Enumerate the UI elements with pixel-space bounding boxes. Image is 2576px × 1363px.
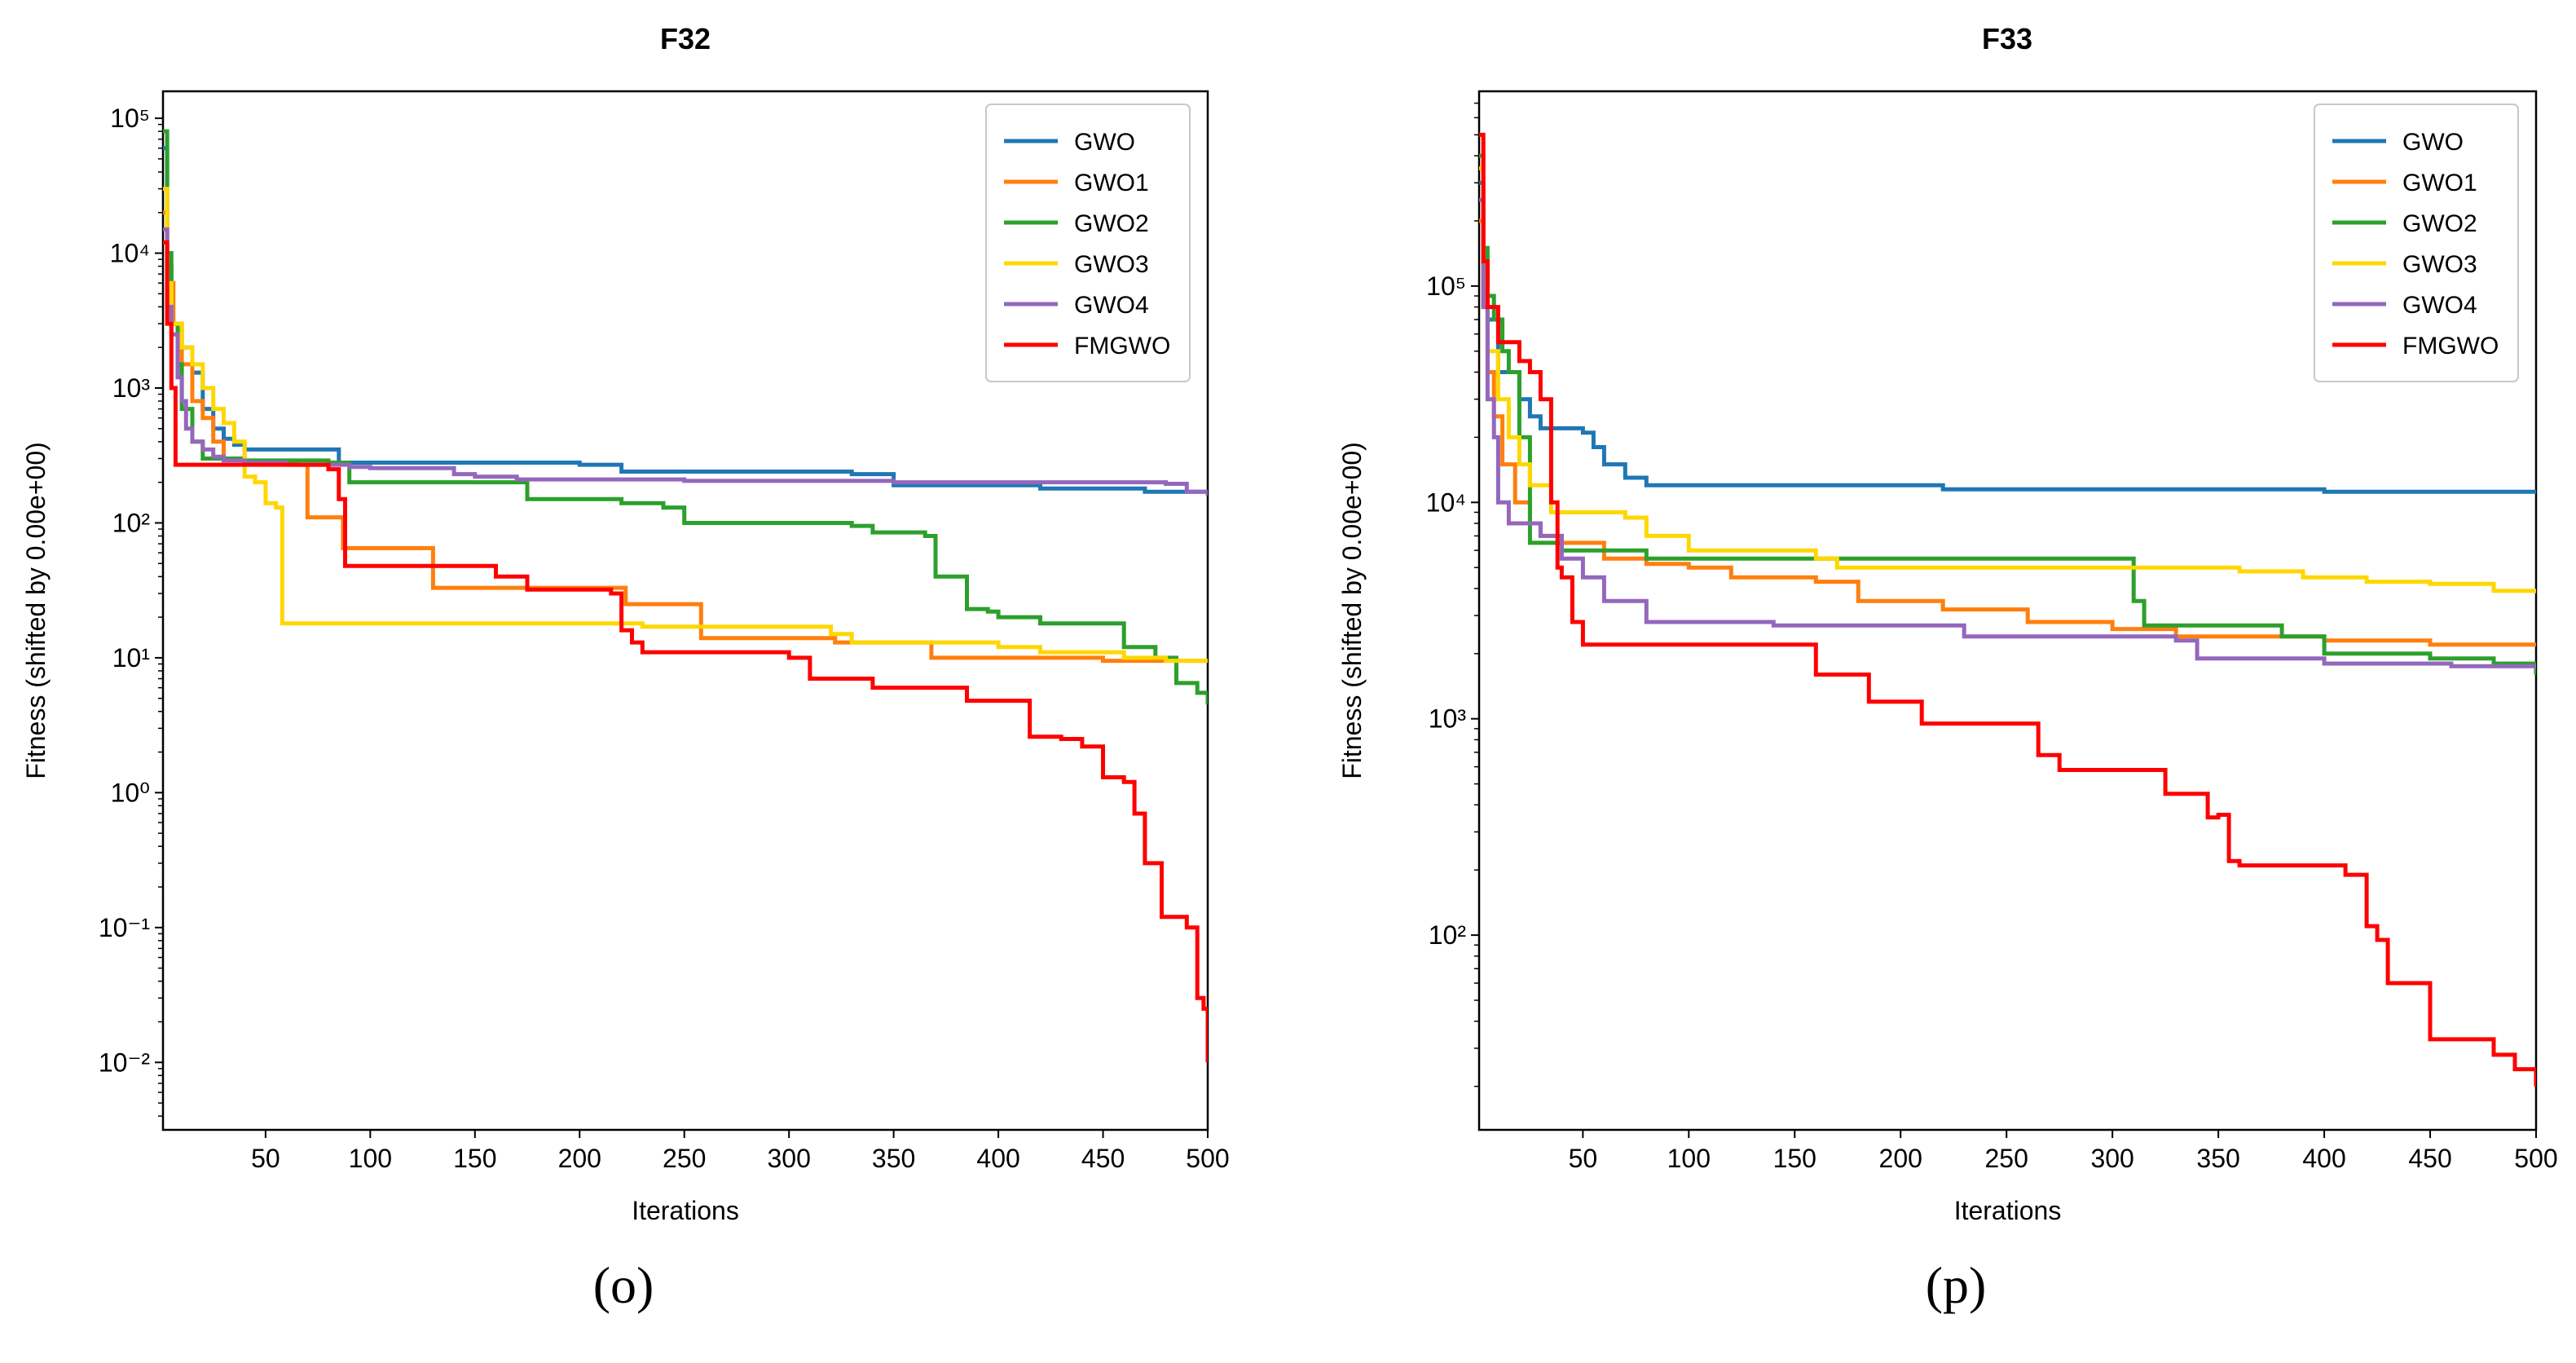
y-axis-label: Fitness (shifted by 0.00e+00) — [1337, 442, 1367, 779]
series-line-gwo2 — [163, 129, 1208, 705]
x-tick-label: 150 — [1773, 1144, 1816, 1173]
caption-o: (o) — [592, 1256, 654, 1314]
legend-label-gwo1: GWO1 — [1074, 170, 1149, 196]
x-tick-label: 300 — [2090, 1144, 2133, 1173]
legend-label-gwo: GWO — [2402, 129, 2464, 156]
x-tick-label: 200 — [558, 1144, 601, 1173]
x-tick-label: 100 — [349, 1144, 392, 1173]
y-tick-label: 10⁵ — [110, 104, 150, 133]
series-line-gwo3 — [163, 187, 1208, 664]
chart-title: F32 — [660, 22, 711, 55]
chart-f32: F32 50 100 150 200 250 300 350 400 450 500 10⁻² 10⁻¹… — [21, 22, 1230, 1225]
legend-label-fmgwo: FMGWO — [2402, 333, 2499, 359]
x-tick-label: 300 — [767, 1144, 810, 1173]
y-axis-label: Fitness (shifted by 0.00e+00) — [21, 442, 51, 779]
y-tick-label: 10⁰ — [111, 778, 150, 807]
series-line-fmgwo — [163, 240, 1208, 1063]
series-line-gwo2 — [1479, 153, 2536, 675]
y-tick-label: 10¹ — [112, 643, 150, 673]
legend-label-gwo: GWO — [1074, 129, 1135, 156]
legend-label-fmgwo: FMGWO — [1074, 333, 1170, 359]
legend-label-gwo1: GWO1 — [2402, 170, 2477, 196]
legend-label-gwo3: GWO3 — [1074, 251, 1149, 278]
x-tick-label: 400 — [976, 1144, 1019, 1173]
y-tick-label: 10³ — [112, 373, 151, 403]
legend — [985, 104, 1191, 382]
x-tick-label: 450 — [2408, 1144, 2451, 1173]
x-tick-label: 350 — [2196, 1144, 2239, 1173]
legend-label-gwo2: GWO2 — [2402, 210, 2477, 237]
y-tick-label: 10⁻¹ — [99, 913, 150, 942]
x-tick-label: 350 — [872, 1144, 915, 1173]
x-tick-label: 150 — [453, 1144, 496, 1173]
x-tick-label: 100 — [1667, 1144, 1711, 1173]
legend-label-gwo3: GWO3 — [2402, 251, 2477, 278]
legend — [2314, 104, 2519, 382]
x-tick-label: 250 — [1985, 1144, 2028, 1173]
x-tick-label: 50 — [1569, 1144, 1598, 1173]
y-tick-label: 10³ — [1429, 704, 1467, 734]
chart-f33: F33 50 100 150 200 250 300 350 400 450 500 10² 10³ 10… — [1337, 22, 2558, 1225]
legend-label-gwo2: GWO2 — [1074, 210, 1149, 237]
x-tick-label: 200 — [1879, 1144, 1922, 1173]
x-axis-label: Iterations — [632, 1196, 739, 1225]
x-tick-label: 500 — [2514, 1144, 2557, 1173]
x-tick-label: 400 — [2302, 1144, 2345, 1173]
x-tick-label: 500 — [1186, 1144, 1229, 1173]
y-tick-label: 10⁴ — [110, 239, 150, 268]
x-tick-label: 50 — [251, 1144, 280, 1173]
series-line-gwo1 — [1479, 218, 2536, 647]
caption-p: (p) — [1925, 1256, 1987, 1314]
legend-label-gwo4: GWO4 — [1074, 292, 1149, 319]
y-tick-label: 10⁻² — [99, 1048, 150, 1077]
series-line-gwo4 — [1479, 197, 2536, 669]
x-axis-label: Iterations — [1954, 1196, 2062, 1225]
x-tick-label: 250 — [663, 1144, 706, 1173]
x-tick-label: 450 — [1081, 1144, 1125, 1173]
y-tick-label: 10⁴ — [1426, 487, 1466, 517]
series-line-fmgwo — [1479, 132, 2536, 1087]
legend-label-gwo4: GWO4 — [2402, 292, 2477, 319]
y-tick-label: 10² — [1429, 920, 1467, 950]
chart-title: F33 — [1982, 22, 2032, 55]
y-tick-label: 10⁵ — [1426, 271, 1466, 301]
y-tick-label: 10² — [112, 508, 151, 537]
series-line-gwo3 — [1479, 166, 2536, 593]
